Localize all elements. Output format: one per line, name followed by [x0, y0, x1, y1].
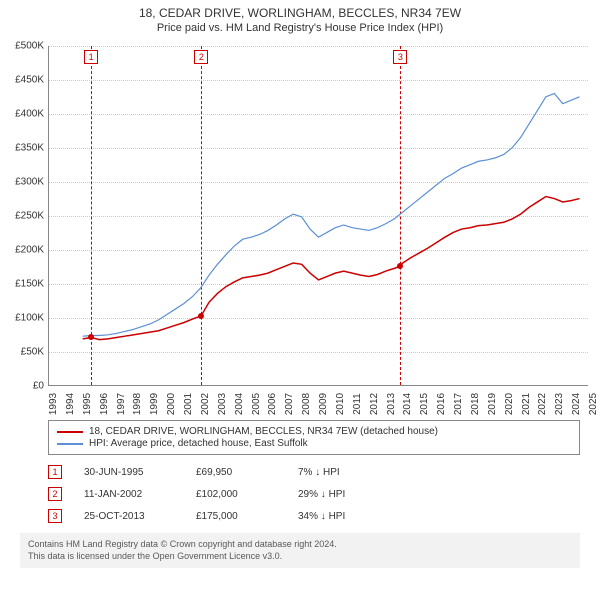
x-axis-label: 1996 [99, 393, 113, 415]
x-axis-label: 1995 [82, 393, 96, 415]
x-axis-label: 2025 [588, 393, 600, 415]
legend-label: 18, CEDAR DRIVE, WORLINGHAM, BECCLES, NR… [89, 426, 438, 437]
y-axis-label: £250K [0, 211, 44, 222]
y-axis-label: £50K [0, 347, 44, 358]
event-row: 3 25-OCT-2013 £175,000 34% ↓ HPI [48, 505, 580, 527]
legend-row: 18, CEDAR DRIVE, WORLINGHAM, BECCLES, NR… [57, 426, 571, 437]
x-axis-label: 2024 [571, 393, 585, 415]
x-axis-label: 2022 [537, 393, 551, 415]
legend: 18, CEDAR DRIVE, WORLINGHAM, BECCLES, NR… [48, 420, 580, 455]
event-row-date: 11-JAN-2002 [84, 489, 174, 500]
y-axis-label: £100K [0, 313, 44, 324]
x-axis-label: 2004 [234, 393, 248, 415]
event-point [397, 263, 403, 269]
x-axis-label: 2006 [267, 393, 281, 415]
chart-container: 123 £0 £50K £100K £150K £200K £250K £300K £350K… [0, 36, 600, 416]
event-row-price: £102,000 [196, 489, 276, 500]
event-point [198, 313, 204, 319]
chart-subtitle: Price paid vs. HM Land Registry's House … [0, 22, 600, 34]
event-point [88, 334, 94, 340]
x-axis-label: 2020 [504, 393, 518, 415]
y-axis-label: £200K [0, 245, 44, 256]
event-row-date: 25-OCT-2013 [84, 511, 174, 522]
event-row-marker: 2 [48, 487, 62, 501]
series-svg [49, 46, 588, 385]
event-row-delta: 34% ↓ HPI [298, 511, 345, 522]
x-axis-label: 2015 [419, 393, 433, 415]
footer-attribution: Contains HM Land Registry data © Crown c… [20, 533, 580, 568]
x-axis-label: 2001 [183, 393, 197, 415]
x-axis-label: 2005 [251, 393, 265, 415]
y-axis-label: £350K [0, 143, 44, 154]
chart-header: 18, CEDAR DRIVE, WORLINGHAM, BECCLES, NR… [0, 0, 600, 36]
event-row-date: 30-JUN-1995 [84, 467, 174, 478]
series-line-price_paid [83, 197, 580, 340]
event-row-delta: 29% ↓ HPI [298, 489, 345, 500]
y-axis-label: £300K [0, 177, 44, 188]
x-axis-label: 2016 [436, 393, 450, 415]
y-axis-label: £150K [0, 279, 44, 290]
x-axis-label: 2018 [470, 393, 484, 415]
x-axis-label: 2014 [402, 393, 416, 415]
y-axis-label: £500K [0, 41, 44, 52]
x-axis-label: 2012 [369, 393, 383, 415]
y-axis-label: £400K [0, 109, 44, 120]
x-axis-label: 2010 [335, 393, 349, 415]
x-axis-label: 2023 [554, 393, 568, 415]
x-axis-label: 2021 [521, 393, 535, 415]
event-row: 1 30-JUN-1995 £69,950 7% ↓ HPI [48, 461, 580, 483]
legend-row: HPI: Average price, detached house, East… [57, 438, 571, 449]
y-axis-label: £450K [0, 75, 44, 86]
x-axis-label: 1993 [48, 393, 62, 415]
event-row-price: £175,000 [196, 511, 276, 522]
x-axis-label: 2007 [284, 393, 298, 415]
legend-swatch [57, 443, 83, 445]
x-axis-label: 2019 [487, 393, 501, 415]
x-axis-label: 1998 [132, 393, 146, 415]
x-axis-label: 2009 [318, 393, 332, 415]
footer-line: This data is licensed under the Open Gov… [28, 551, 572, 563]
event-row-price: £69,950 [196, 467, 276, 478]
event-row: 2 11-JAN-2002 £102,000 29% ↓ HPI [48, 483, 580, 505]
x-axis-label: 2013 [386, 393, 400, 415]
x-axis-label: 1994 [65, 393, 79, 415]
event-row-marker: 1 [48, 465, 62, 479]
x-axis-label: 2003 [217, 393, 231, 415]
series-line-hpi [83, 93, 580, 336]
event-row-marker: 3 [48, 509, 62, 523]
x-axis-label: 2011 [352, 393, 366, 415]
x-axis-label: 2002 [200, 393, 214, 415]
x-axis-label: 1997 [116, 393, 130, 415]
event-row-delta: 7% ↓ HPI [298, 467, 340, 478]
legend-label: HPI: Average price, detached house, East… [89, 438, 308, 449]
x-axis-label: 2008 [301, 393, 315, 415]
footer-line: Contains HM Land Registry data © Crown c… [28, 539, 572, 551]
x-axis-label: 2000 [166, 393, 180, 415]
legend-swatch [57, 431, 83, 433]
chart-title: 18, CEDAR DRIVE, WORLINGHAM, BECCLES, NR… [0, 6, 600, 20]
x-axis-label: 1999 [149, 393, 163, 415]
y-axis-label: £0 [0, 381, 44, 392]
plot-area: 123 [48, 46, 588, 386]
x-axis-label: 2017 [453, 393, 467, 415]
events-table: 1 30-JUN-1995 £69,950 7% ↓ HPI 2 11-JAN-2002 £… [48, 461, 580, 527]
